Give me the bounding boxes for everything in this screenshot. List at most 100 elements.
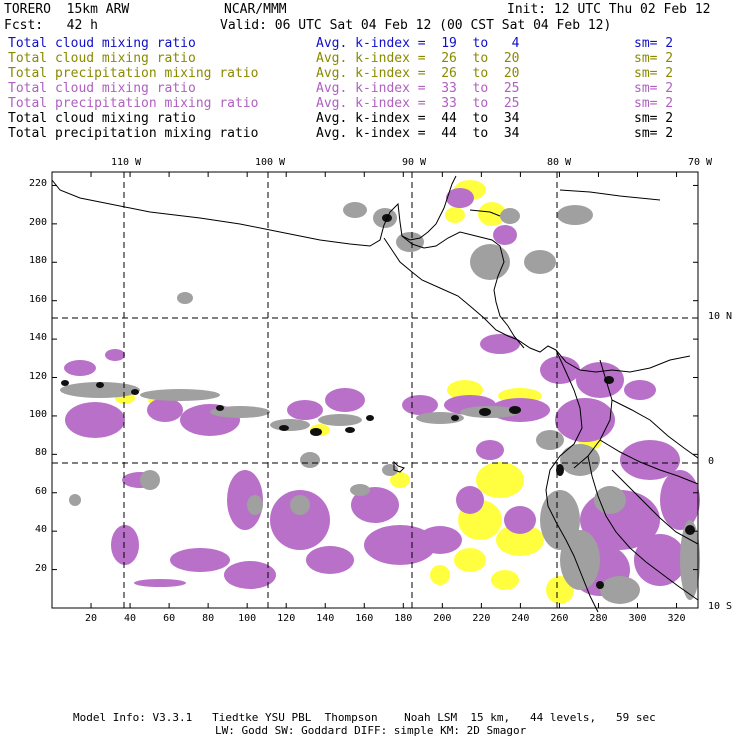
longitude-label: 110 W bbox=[110, 157, 142, 168]
precip-core bbox=[310, 428, 322, 436]
precip-core bbox=[556, 464, 564, 476]
precip-region bbox=[536, 430, 564, 450]
longitude-label: 70 W bbox=[687, 157, 713, 168]
y-tick-label: 140 bbox=[28, 332, 47, 344]
precip-region bbox=[416, 412, 464, 424]
legend-smoothing: sm= 2 bbox=[634, 36, 674, 51]
y-tick-label: 160 bbox=[28, 293, 47, 305]
precip-region bbox=[270, 419, 310, 431]
y-tick-label: 220 bbox=[28, 178, 47, 190]
longitude-label: 100 W bbox=[254, 157, 286, 168]
y-tick-label: 180 bbox=[28, 255, 47, 267]
cloud-mid-region bbox=[480, 334, 520, 354]
legend-smoothing: sm= 2 bbox=[634, 66, 674, 81]
legend-field: Total cloud mixing ratio bbox=[8, 51, 196, 66]
x-tick-label: 260 bbox=[550, 613, 569, 624]
legend-field: Total cloud mixing ratio bbox=[8, 111, 196, 126]
precip-core bbox=[61, 380, 69, 386]
legend-index: Avg. k-index = 33 to 25 bbox=[316, 96, 520, 111]
cloud-mid-region bbox=[105, 349, 125, 361]
cloud-mid-region bbox=[660, 470, 700, 530]
precip-core bbox=[509, 406, 521, 414]
precip-core bbox=[216, 405, 224, 411]
legend-index: Avg. k-index = 19 to 4 bbox=[316, 36, 520, 51]
cloud-low-region bbox=[476, 462, 524, 498]
legend-smoothing: sm= 2 bbox=[634, 96, 674, 111]
precip-region bbox=[177, 292, 193, 304]
x-tick-label: 280 bbox=[589, 613, 608, 624]
cloud-mid-region bbox=[456, 486, 484, 514]
longitude-label: 90 W bbox=[401, 157, 427, 168]
model-title: TORERO 15km ARW bbox=[4, 2, 130, 17]
precip-region bbox=[300, 452, 320, 468]
x-tick-label: 200 bbox=[433, 613, 452, 624]
cloud-mid-region bbox=[65, 402, 125, 438]
y-tick-label: 120 bbox=[28, 370, 47, 382]
precip-core bbox=[451, 415, 459, 421]
precip-region bbox=[140, 389, 220, 401]
cloud-fields bbox=[60, 180, 700, 604]
cloud-low-region bbox=[430, 565, 450, 585]
y-tick-label: 60 bbox=[34, 485, 47, 497]
precip-region bbox=[210, 406, 270, 418]
coastlines bbox=[51, 175, 699, 613]
legend-field: Total cloud mixing ratio bbox=[8, 36, 196, 51]
precip-core bbox=[96, 382, 104, 388]
precip-region bbox=[600, 576, 640, 604]
valid-time: Valid: 06 UTC Sat 04 Feb 12 (00 CST Sat … bbox=[220, 18, 612, 33]
cloud-mid-region bbox=[620, 440, 680, 480]
cloud-mid-region bbox=[147, 398, 183, 422]
x-tick-label: 220 bbox=[472, 613, 491, 624]
precip-core bbox=[366, 415, 374, 421]
cloud-low-region bbox=[445, 207, 465, 223]
cloud-mid-region bbox=[634, 534, 686, 586]
cloud-mid-region bbox=[493, 225, 517, 245]
cloud-mid-region bbox=[64, 360, 96, 376]
longitude-label: 80 W bbox=[546, 157, 572, 168]
precip-region bbox=[69, 494, 81, 506]
map-frame bbox=[51, 171, 699, 609]
precip-region bbox=[382, 464, 398, 476]
cloud-mid-region bbox=[287, 400, 323, 420]
model-info: Model Info: V3.3.1 Tiedtke YSU PBL Thomp… bbox=[73, 711, 656, 724]
latitude-label: 0 bbox=[708, 456, 715, 467]
cloud-mid-region bbox=[224, 561, 276, 589]
precip-region bbox=[247, 495, 263, 515]
cloud-mid-region bbox=[351, 487, 399, 523]
axis-ticks bbox=[52, 172, 698, 608]
precip-region bbox=[524, 250, 556, 274]
cloud-mid-region bbox=[270, 490, 330, 550]
precip-core bbox=[685, 525, 695, 535]
precip-region bbox=[140, 470, 160, 490]
legend-index: Avg. k-index = 26 to 20 bbox=[316, 66, 520, 81]
precip-region bbox=[60, 382, 140, 398]
legend-index: Avg. k-index = 26 to 20 bbox=[316, 51, 520, 66]
legend-smoothing: sm= 2 bbox=[634, 51, 674, 66]
precip-core bbox=[479, 408, 491, 416]
cloud-mid-region bbox=[418, 526, 462, 554]
y-tick-label: 100 bbox=[28, 408, 47, 420]
x-tick-label: 20 bbox=[85, 613, 98, 624]
legend-index: Avg. k-index = 33 to 25 bbox=[316, 81, 520, 96]
x-tick-label: 180 bbox=[394, 613, 413, 624]
x-tick-label: 120 bbox=[277, 613, 296, 624]
precip-region bbox=[350, 484, 370, 496]
precip-core bbox=[279, 425, 289, 431]
precip-region bbox=[594, 486, 626, 514]
cloud-mid-region bbox=[306, 546, 354, 574]
precip-region bbox=[560, 530, 600, 590]
precip-core bbox=[596, 581, 604, 589]
cloud-mid-region bbox=[134, 579, 186, 587]
precip-core bbox=[345, 427, 355, 433]
cloud-mid-region bbox=[325, 388, 365, 412]
cloud-mid-region bbox=[402, 395, 438, 415]
cloud-mid-region bbox=[364, 525, 436, 565]
cloud-low-region bbox=[496, 524, 544, 556]
y-tick-label: 80 bbox=[34, 447, 47, 459]
y-tick-label: 20 bbox=[34, 562, 47, 574]
cloud-mid-region bbox=[540, 356, 580, 384]
cloud-low-region bbox=[390, 472, 410, 488]
legend-smoothing: sm= 2 bbox=[634, 111, 674, 126]
x-tick-label: 160 bbox=[355, 613, 374, 624]
forecast-hour: Fcst: 42 h bbox=[4, 18, 98, 33]
